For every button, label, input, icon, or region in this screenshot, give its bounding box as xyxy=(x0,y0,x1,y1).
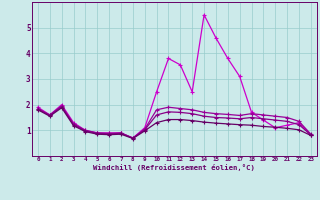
X-axis label: Windchill (Refroidissement éolien,°C): Windchill (Refroidissement éolien,°C) xyxy=(93,164,255,171)
